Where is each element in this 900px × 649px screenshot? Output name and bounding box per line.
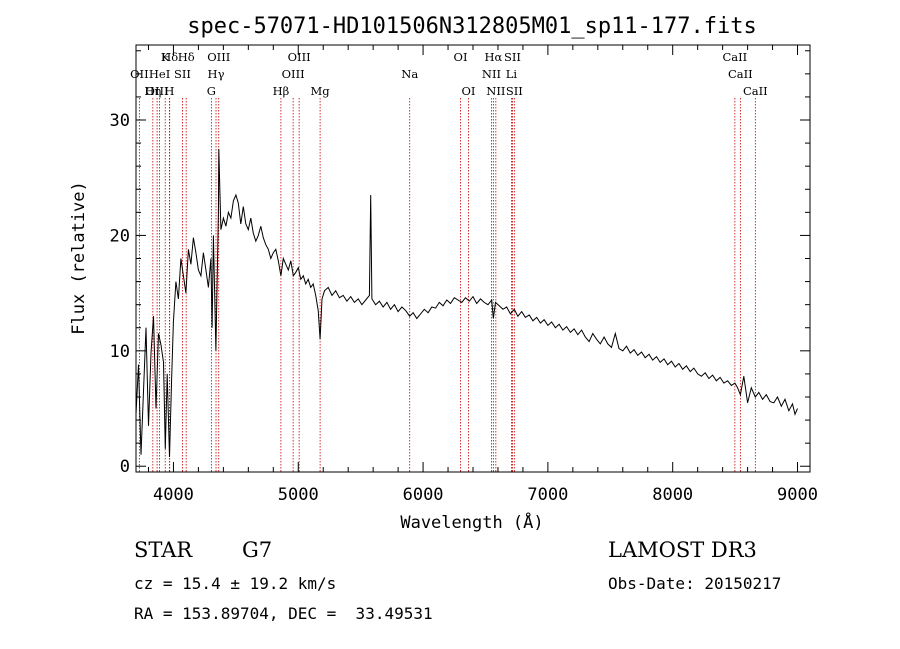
- line-label: Hα: [484, 50, 502, 64]
- plot-frame: [135, 44, 811, 473]
- line-label: OIII: [288, 50, 311, 64]
- spectrum-line: [135, 148, 798, 458]
- line-label: CaII: [722, 50, 747, 64]
- y-axis-label: Flux (relative): [69, 181, 89, 335]
- line-label: CaII: [728, 67, 753, 81]
- line-label: OIII: [207, 50, 230, 64]
- line-label: K: [161, 50, 170, 64]
- x-tick-label: 4000: [153, 485, 194, 505]
- line-label: OI: [454, 50, 468, 64]
- line-markers: [138, 98, 756, 472]
- object-class: STAR: [134, 538, 193, 562]
- obs-date: Obs-Date: 20150217: [608, 574, 782, 593]
- line-label: Na: [401, 67, 418, 81]
- line-label: OIII: [282, 67, 305, 81]
- line-label: Hη: [144, 84, 161, 98]
- line-label: CaII: [743, 84, 768, 98]
- x-tick-label: 9000: [777, 485, 818, 505]
- line-label: Hβ: [273, 84, 290, 98]
- line-label: OI: [462, 84, 476, 98]
- line-label: SII: [504, 50, 521, 64]
- line-label: G: [207, 84, 216, 98]
- line-label: NII: [486, 84, 505, 98]
- redshift-value: cz = 15.4 ± 19.2 km/s: [134, 574, 337, 593]
- y-tick-label: 30: [110, 111, 130, 131]
- line-label: NII: [482, 67, 501, 81]
- line-label: SII: [506, 84, 523, 98]
- y-tick-label: 20: [110, 226, 130, 246]
- line-label: Hδ: [161, 50, 178, 64]
- x-axis-label: Wavelength (Å): [400, 511, 543, 533]
- y-axis: 0 10 20 30: [110, 50, 810, 477]
- x-tick-label: 7000: [527, 485, 568, 505]
- line-label: H: [164, 84, 174, 98]
- x-tick-label: 5000: [278, 485, 319, 505]
- x-axis: 4000 5000 6000 7000 8000 9000: [147, 45, 818, 505]
- coordinates: RA = 153.89704, DEC = 33.49531: [134, 604, 433, 623]
- x-tick-label: 8000: [652, 485, 693, 505]
- line-label: Hγ: [208, 67, 225, 81]
- line-label: OIII: [146, 84, 169, 98]
- chart-title: spec-57071-HD101506N312805M01_sp11-177.f…: [187, 14, 757, 39]
- survey-name: LAMOST DR3: [608, 538, 757, 562]
- y-tick-label: 10: [110, 342, 130, 362]
- line-label: Li: [506, 67, 518, 81]
- line-label: HeI: [149, 67, 170, 81]
- x-tick-label: 6000: [403, 485, 444, 505]
- subclass: G7: [242, 538, 273, 562]
- line-label: Mg: [311, 84, 331, 98]
- y-tick-label: 0: [120, 457, 130, 477]
- line-label: Hδ: [178, 50, 195, 64]
- line-label: SII: [174, 67, 191, 81]
